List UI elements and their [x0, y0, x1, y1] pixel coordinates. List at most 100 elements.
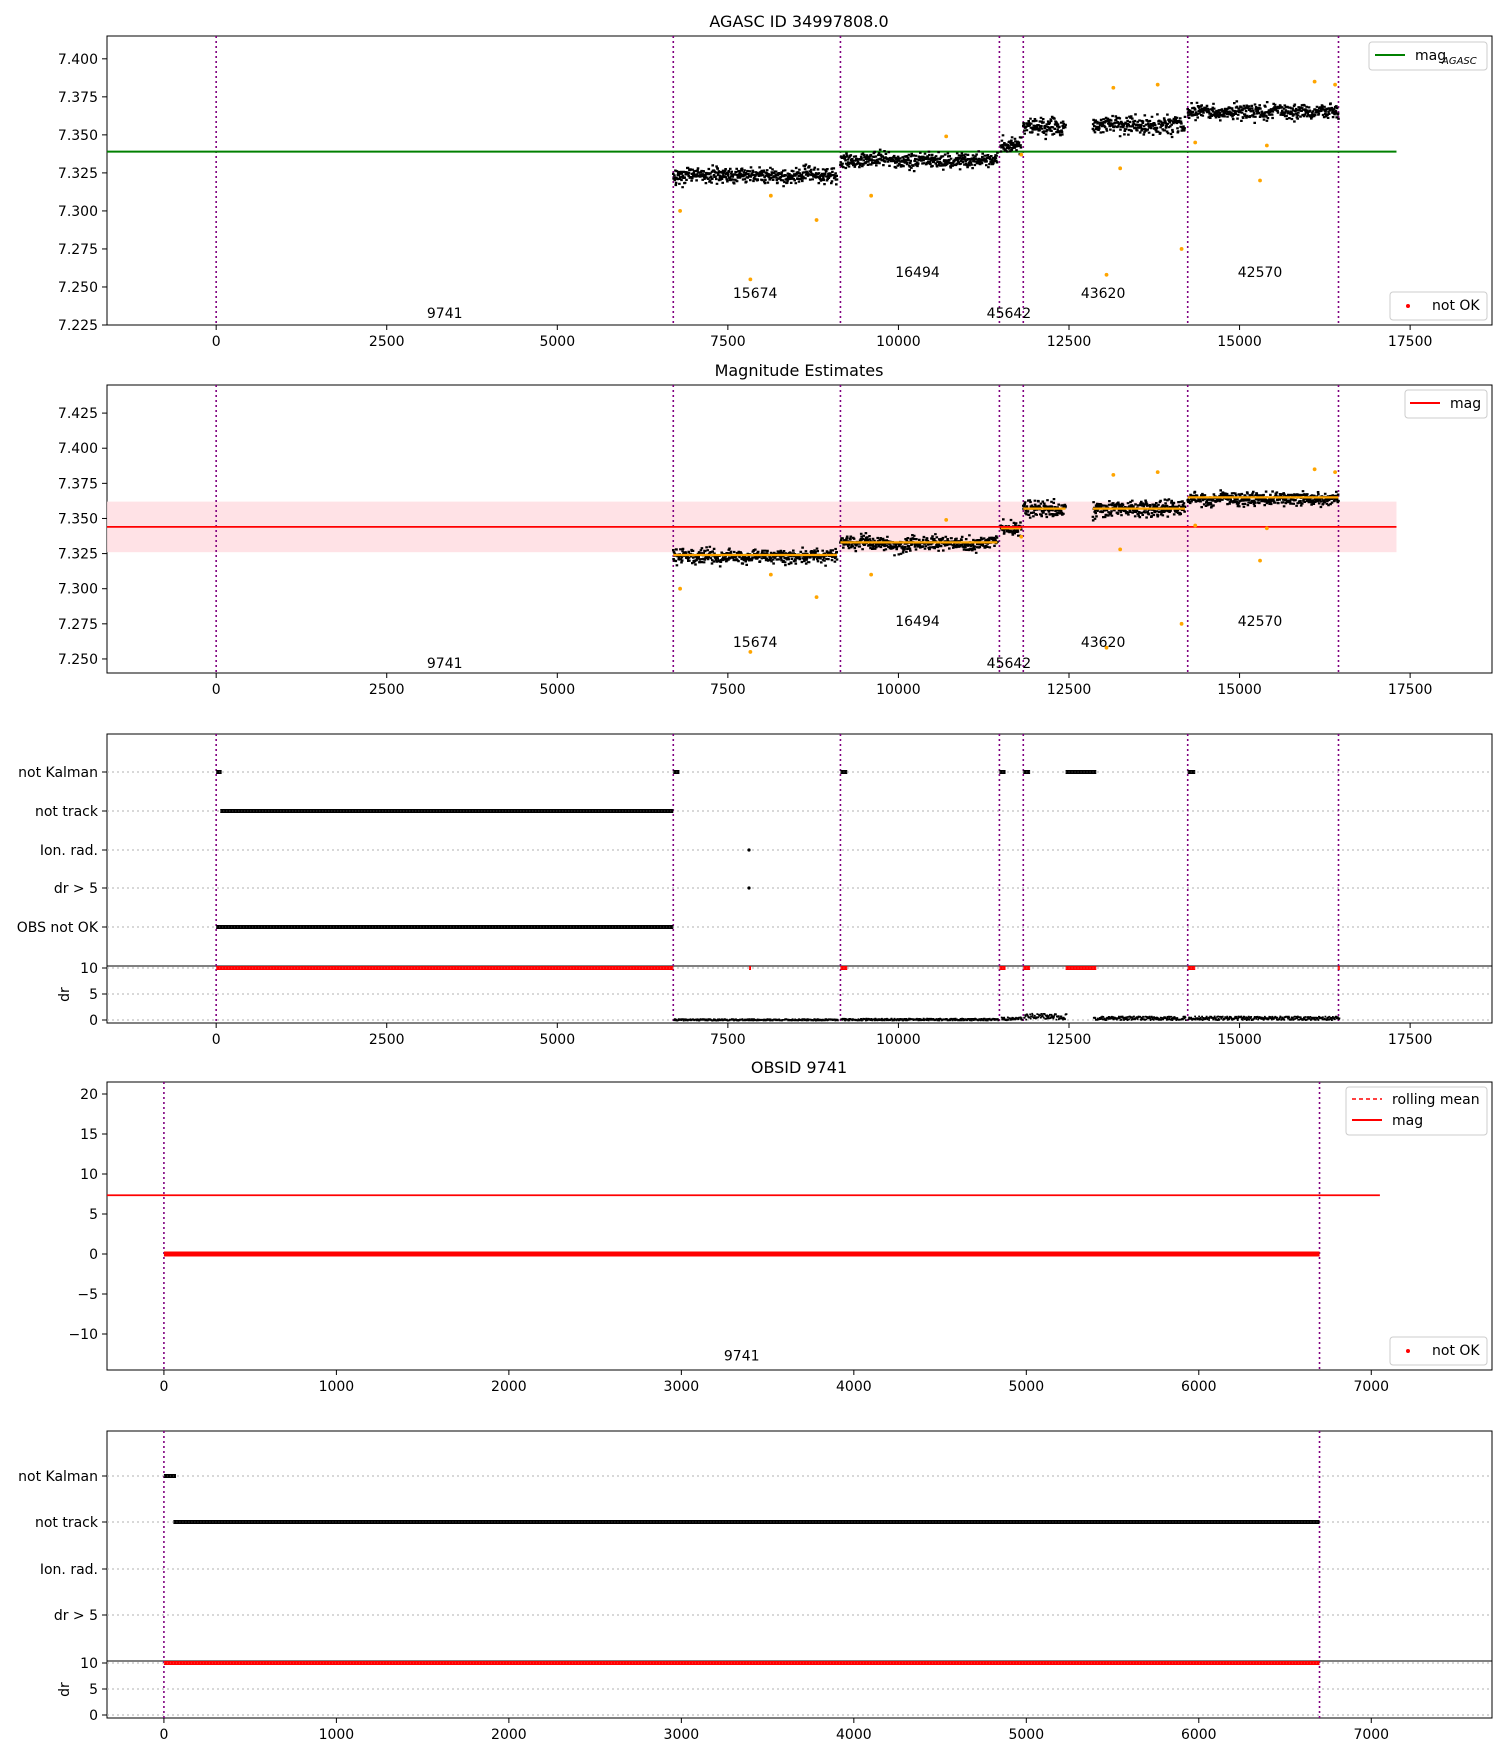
y-tick-label: 7.375 — [58, 476, 98, 492]
legend-box — [1389, 1336, 1488, 1366]
outlier-point — [1104, 645, 1109, 650]
y-tick-label: 7.250 — [58, 652, 98, 668]
y-tick-label: 7.250 — [58, 280, 98, 296]
outlier-point — [1333, 82, 1337, 87]
panel-title: AGASC ID 34997808.0 — [709, 12, 888, 31]
outlier-point — [678, 209, 683, 213]
dr-points-segment — [1187, 1015, 1341, 1021]
outlier-point — [1312, 467, 1317, 472]
x-tick-label: 10000 — [876, 682, 921, 698]
obsid-annotation: 9741 — [427, 306, 463, 322]
not-track-flag — [220, 809, 674, 813]
panel-flags-all: not Kalman not track Ion. rad. dr > 5 OBS no… — [17, 733, 1493, 1048]
dr-tick-label: 10 — [80, 961, 98, 977]
legend-label-mag: mag — [1392, 1113, 1423, 1129]
x-tick-label: 0 — [212, 682, 221, 698]
ion-rad-flag — [747, 848, 751, 852]
legend-not-ok-marker — [1406, 1349, 1410, 1353]
outlier-point — [1155, 82, 1160, 87]
x-tick-label: 1000 — [319, 1379, 355, 1395]
y-tick-label: 7.400 — [58, 52, 98, 68]
outlier-point — [1258, 178, 1262, 183]
dr-points-segment — [1000, 1016, 1023, 1022]
outlier-point — [1118, 166, 1123, 171]
outlier-point — [1193, 523, 1198, 528]
x-tick-label: 6000 — [1181, 1379, 1217, 1395]
dr-axis-label: dr — [57, 1682, 73, 1697]
x-tick-label: 0 — [212, 1032, 221, 1048]
axes-frame — [106, 1430, 1493, 1719]
y-tick-label: 7.275 — [58, 617, 98, 633]
outlier-point — [1155, 470, 1160, 475]
y-tick-label: −10 — [68, 1327, 98, 1343]
obsid-annotation: 16494 — [895, 614, 940, 630]
data-points-segment — [839, 148, 999, 173]
dr-tick-label: 0 — [89, 1708, 98, 1724]
panel-obsid: OBSID 9741 9741 0 1000 2000 3000 4000 5000 6000… — [68, 1058, 1493, 1395]
x-tick-label: 2500 — [369, 1032, 405, 1048]
panel-flags-obsid: not Kalman not track Ion. rad. dr > 5 0 5 10 dr… — [18, 1430, 1493, 1743]
obsid-annotation: 15674 — [733, 635, 778, 651]
x-tick-label: 17500 — [1388, 334, 1433, 350]
dr-tick-label: 5 — [89, 1682, 98, 1698]
panel-title: OBSID 9741 — [751, 1058, 847, 1077]
flag-row-label: OBS not OK — [17, 920, 99, 936]
outlier-point — [814, 218, 819, 222]
outlier-point — [869, 193, 874, 198]
outlier-point — [1333, 470, 1337, 475]
x-tick-label: 7500 — [710, 682, 746, 698]
axes-frame — [106, 35, 1493, 326]
panel-agasc: AGASC ID 34997808.0 9741 15674 16494 45642 4… — [58, 12, 1493, 350]
data-points-segment — [1091, 113, 1187, 139]
obsid-annotation: 9741 — [427, 656, 463, 672]
axes-frame — [106, 733, 1493, 1024]
x-tick-label: 2500 — [369, 334, 405, 350]
legend-not-ok-marker — [1406, 304, 1410, 308]
legend-label-subscript: AGASC — [1441, 56, 1477, 67]
x-tick-label: 0 — [212, 334, 221, 350]
flag-row-label: not track — [35, 1515, 99, 1531]
x-tick-label: 0 — [159, 1727, 168, 1743]
y-tick-label: 7.425 — [58, 406, 98, 422]
outlier-point — [944, 134, 949, 139]
data-points-segment — [999, 134, 1023, 156]
outlier-point — [1179, 247, 1184, 251]
axes-frame — [106, 1081, 1493, 1371]
obsid-annotation: 42570 — [1238, 614, 1283, 630]
panel-title: Magnitude Estimates — [715, 361, 884, 380]
y-tick-label: 7.300 — [58, 582, 98, 598]
x-tick-label: 15000 — [1217, 682, 1262, 698]
legend-label-rolling-mean: rolling mean — [1392, 1092, 1480, 1108]
dr-points-segment — [840, 1017, 1000, 1022]
flag-row-label: Ion. rad. — [40, 843, 98, 859]
dr-points-segment — [1092, 1015, 1187, 1021]
flag-row-label: not track — [35, 804, 99, 820]
x-tick-label: 10000 — [876, 1032, 921, 1048]
obsid-annotation: 45642 — [987, 656, 1032, 672]
x-tick-label: 7500 — [710, 334, 746, 350]
outlier-point — [1118, 547, 1123, 552]
x-tick-label: 4000 — [836, 1379, 872, 1395]
data-points-segment — [1022, 115, 1067, 141]
outlier-point — [944, 517, 949, 522]
y-tick-label: 7.300 — [58, 204, 98, 220]
dr-tick-label: 5 — [89, 987, 98, 1003]
outlier-point — [869, 572, 874, 577]
outlier-point — [814, 595, 819, 600]
y-tick-label: 7.350 — [58, 511, 98, 527]
data-points-segment — [672, 163, 839, 189]
y-tick-label: 5 — [89, 1207, 98, 1223]
dr-points-segment — [673, 1018, 839, 1022]
y-tick-label: 7.325 — [58, 166, 98, 182]
flag-row-label: not Kalman — [18, 765, 98, 781]
x-tick-label: 12500 — [1047, 334, 1092, 350]
outlier-point — [1104, 272, 1109, 277]
obsid-annotation: 45642 — [987, 306, 1032, 322]
not-kalman-flag — [216, 770, 222, 774]
outlier-point — [678, 586, 683, 591]
dr-axis-label: dr — [57, 987, 73, 1002]
obsid-annotation: 15674 — [733, 286, 778, 302]
x-tick-label: 2500 — [369, 682, 405, 698]
outlier-point — [1312, 79, 1317, 84]
